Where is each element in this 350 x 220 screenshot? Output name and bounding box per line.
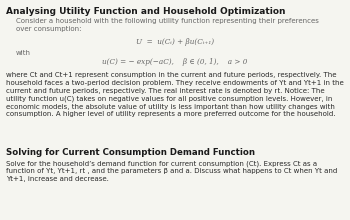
Text: Analysing Utility Function and Household Optimization: Analysing Utility Function and Household…	[6, 7, 286, 16]
Text: U  =  u(Cₜ) + βu(Cₜ₊₁): U = u(Cₜ) + βu(Cₜ₊₁)	[136, 38, 214, 46]
Text: Solve for the household’s demand function for current consumption (Ct). Express : Solve for the household’s demand functio…	[6, 160, 337, 182]
Text: u(C) = − exp(−aC),    β ∈ (0, 1),    a > 0: u(C) = − exp(−aC), β ∈ (0, 1), a > 0	[102, 58, 248, 66]
Text: Consider a household with the following utility function representing their pref: Consider a household with the following …	[16, 18, 319, 32]
Text: where Ct and Ct+1 represent consumption in the current and future periods, respe: where Ct and Ct+1 represent consumption …	[6, 72, 344, 117]
Text: Solving for Current Consumption Demand Function: Solving for Current Consumption Demand F…	[6, 148, 255, 157]
Text: with: with	[16, 50, 31, 56]
